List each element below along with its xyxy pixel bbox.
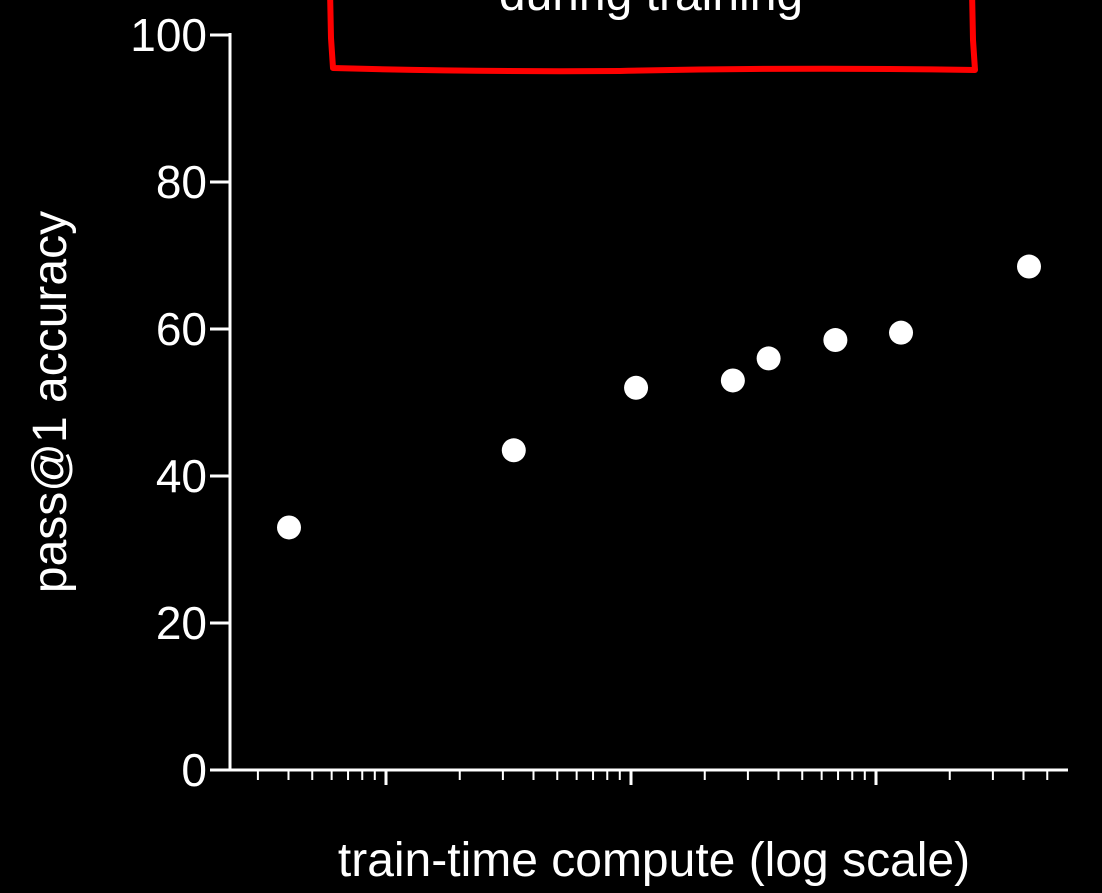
annotation-box-text: during training (499, 0, 803, 21)
data-point (720, 368, 745, 393)
y-axis-title: pass@1 accuracy (24, 211, 77, 593)
y-tick-label: 80 (156, 156, 207, 208)
y-axis: 0 20 40 60 80 100 (130, 9, 232, 796)
data-point (823, 328, 848, 353)
annotation-box: during training (327, 0, 978, 75)
y-tick-label: 20 (156, 597, 207, 649)
y-tick-label: 0 (181, 744, 207, 796)
x-axis (230, 768, 1068, 785)
y-tick-label: 40 (156, 450, 207, 502)
y-tick-label: 100 (130, 9, 207, 61)
data-point (756, 346, 781, 371)
y-tick-label: 60 (156, 303, 207, 355)
data-points (277, 254, 1041, 540)
data-point (501, 438, 526, 463)
annotation-box-frame (327, 0, 978, 75)
data-point (277, 515, 301, 540)
x-axis-title: train-time compute (log scale) (338, 834, 970, 887)
data-point (889, 320, 914, 345)
data-point (624, 375, 649, 400)
data-point (1017, 254, 1041, 279)
